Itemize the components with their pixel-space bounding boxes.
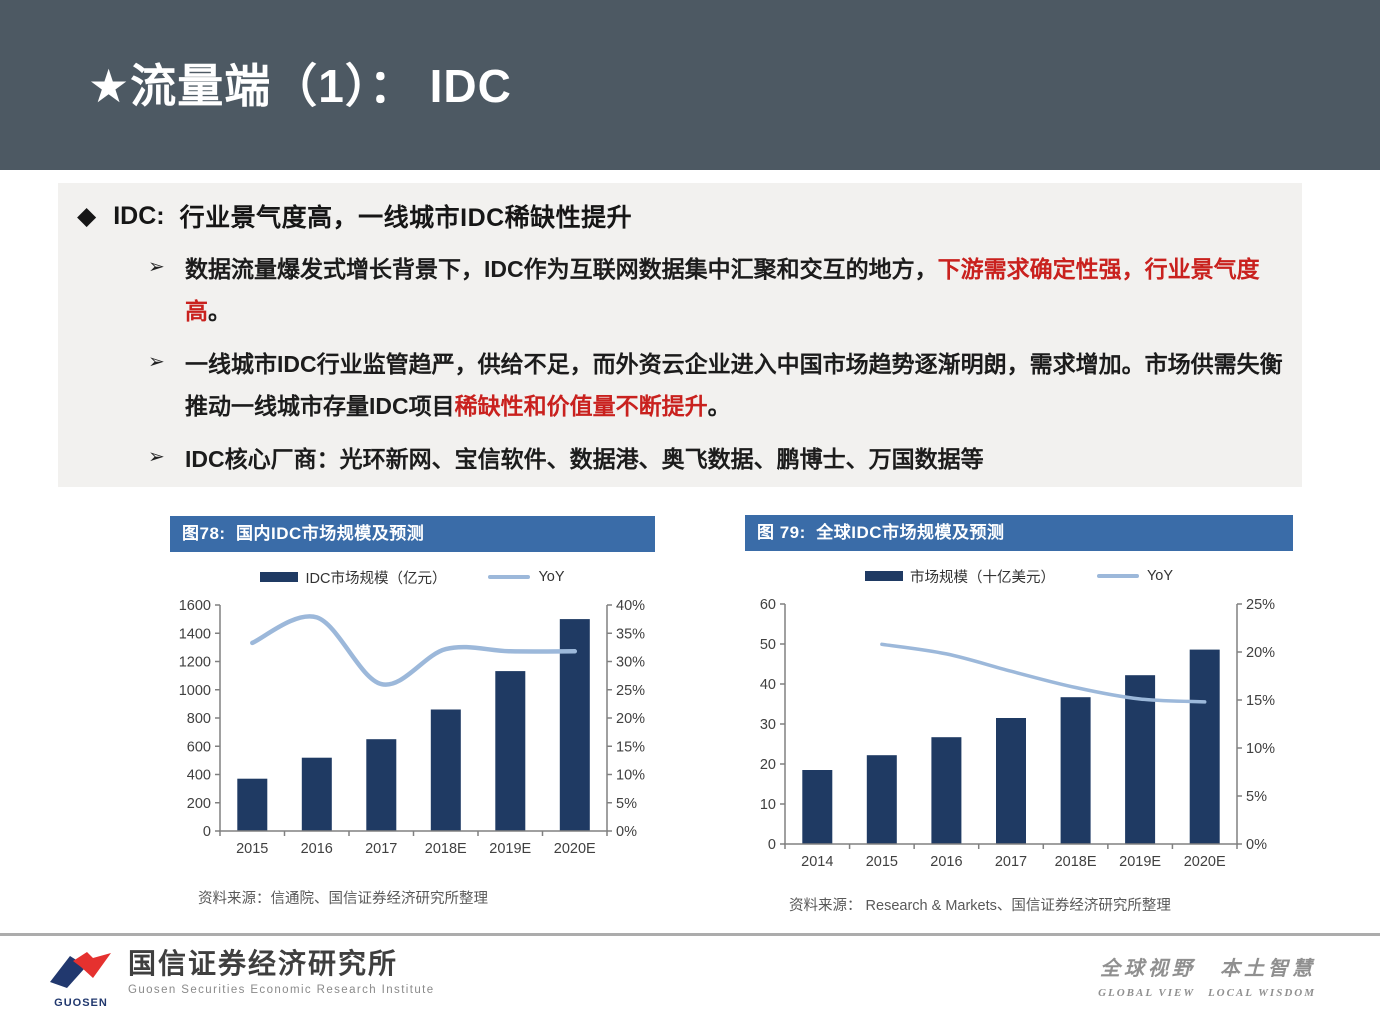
svg-text:200: 200 [187, 796, 211, 812]
logo-blue-shape [50, 956, 84, 988]
svg-text:10%: 10% [616, 768, 645, 784]
bullet-item: ➢ 一线城市IDC行业监管趋严，供给不足，而外资云企业进入中国市场趋势逐渐明朗，… [148, 343, 1302, 427]
heading-prefix: IDC: [113, 201, 165, 230]
legend-line-label: YoY [538, 569, 565, 585]
svg-text:2015: 2015 [866, 854, 898, 870]
svg-text:50: 50 [760, 637, 776, 653]
diamond-bullet-icon: ◆ [77, 201, 97, 230]
svg-text:2019E: 2019E [1119, 854, 1161, 870]
svg-text:0%: 0% [616, 824, 637, 840]
bar-swatch-icon [864, 571, 903, 581]
logo-red-shape [73, 952, 111, 978]
section-heading: ◆ IDC: 行业景气度高，一线城市IDC稀缺性提升 [58, 183, 1302, 234]
chart-card-domestic-idc: 图78: 国内IDC市场规模及预测 IDC市场规模（亿元） YoY 0 200 40… [170, 516, 655, 908]
legend-line-item: YoY [446, 569, 565, 585]
chart-card-global-idc: 图 79: 全球IDC市场规模及预测 市场规模（十亿美元） YoY 0 10 20 3… [745, 515, 1293, 915]
svg-text:1600: 1600 [179, 598, 211, 614]
bullet-item: ➢ IDC核心厂商：光环新网、宝信软件、数据港、奥飞数据、鹏博士、万国数据等 [148, 438, 1302, 480]
svg-text:40: 40 [760, 677, 776, 693]
bullet-list: ➢ 数据流量爆发式增长背景下，IDC作为互联网数据集中汇聚和交互的地方，下游需求… [148, 248, 1302, 480]
svg-text:20%: 20% [1246, 645, 1275, 661]
svg-text:60: 60 [760, 597, 776, 613]
legend-bar-label: 市场规模（十亿美元） [909, 569, 1055, 586]
svg-text:0: 0 [768, 837, 776, 853]
svg-text:15%: 15% [1246, 693, 1275, 709]
svg-text:0: 0 [203, 824, 211, 840]
svg-text:2017: 2017 [365, 841, 397, 857]
svg-text:10%: 10% [1246, 741, 1275, 757]
svg-text:30: 30 [760, 717, 776, 733]
svg-text:2017: 2017 [995, 854, 1027, 870]
chart-legend: 市场规模（十亿美元） YoY [745, 566, 1293, 586]
chart-title: 图78: 国内IDC市场规模及预测 [170, 516, 655, 552]
svg-text:15%: 15% [616, 739, 645, 755]
svg-text:25%: 25% [1246, 597, 1275, 613]
svg-text:2019E: 2019E [489, 841, 531, 857]
chart-legend: IDC市场规模（亿元） YoY [170, 567, 655, 587]
svg-text:5%: 5% [1246, 789, 1267, 805]
svg-text:2020E: 2020E [554, 841, 596, 857]
legend-bar-item: IDC市场规模（亿元） [260, 567, 446, 588]
legend-bar-label: IDC市场规模（亿元） [305, 570, 447, 587]
bullet-2-line-2: 推动一线城市存量IDC项目稀缺性和价值量不断提升。 [185, 393, 731, 419]
svg-text:400: 400 [187, 768, 211, 784]
svg-text:20%: 20% [616, 711, 645, 727]
arrow-bullet-icon: ➢ [148, 256, 165, 278]
svg-text:2018E: 2018E [425, 841, 467, 857]
svg-text:1400: 1400 [179, 626, 211, 642]
footer-brand: GUOSEN 国信证券经济研究所 Guosen Securities Econo… [48, 948, 435, 1009]
svg-text:1200: 1200 [179, 655, 211, 671]
slide-title: ★流量端（1）： IDC [88, 60, 512, 112]
chart-source: 资料来源： Research & Markets、国信证券经济研究所整理 [789, 898, 1171, 914]
company-name-en: Guosen Securities Economic Research Inst… [128, 983, 435, 996]
svg-text:800: 800 [187, 711, 211, 727]
svg-text:20: 20 [760, 757, 776, 773]
legend-bar-item: 市场规模（十亿美元） [864, 566, 1055, 587]
svg-text:2015: 2015 [236, 841, 268, 857]
heading-text: 行业景气度高，一线城市IDC稀缺性提升 [179, 204, 633, 232]
bullet-2-line-1: 一线城市IDC行业监管趋严，供给不足，而外资云企业进入中国市场趋势逐渐明朗，需求… [185, 351, 1283, 377]
svg-text:2020E: 2020E [1184, 854, 1226, 870]
chart-source: 资料来源：信通院、国信证券经济研究所整理 [198, 891, 488, 907]
svg-text:2018E: 2018E [1055, 854, 1097, 870]
footer-divider [0, 933, 1380, 936]
svg-text:2014: 2014 [801, 854, 833, 870]
legend-line-label: YoY [1146, 568, 1174, 584]
company-name-cn: 国信证券经济研究所 [128, 949, 399, 980]
motto-cn: 全球视野 本土智慧 [1100, 958, 1316, 980]
arrow-bullet-icon: ➢ [148, 351, 165, 373]
bullet-3-line-1: IDC核心厂商：光环新网、宝信软件、数据港、奥飞数据、鹏博士、万国数据等 [185, 446, 984, 472]
line-swatch-icon [488, 575, 531, 579]
svg-text:600: 600 [187, 739, 211, 755]
svg-text:40%: 40% [616, 598, 645, 614]
motto-en: GLOBAL VIEW LOCAL WISDOM [1098, 987, 1316, 999]
svg-text:2016: 2016 [930, 854, 962, 870]
chart-title: 图 79: 全球IDC市场规模及预测 [745, 515, 1293, 551]
svg-text:30%: 30% [616, 655, 645, 671]
bullet-1-line-2: 高。 [185, 298, 231, 324]
arrow-bullet-icon: ➢ [148, 446, 165, 468]
guosen-logo-icon [50, 952, 111, 988]
bullet-item: ➢ 数据流量爆发式增长背景下，IDC作为互联网数据集中汇聚和交互的地方，下游需求… [148, 248, 1302, 332]
chart-canvas-global: 0 10 20 30 40 50 60 0% 5% 10% 15% 20% 25% 2014 2015 201… [760, 597, 1275, 870]
footer-motto: 全球视野 本土智慧 GLOBAL VIEW LOCAL WISDOM [1098, 952, 1316, 1000]
svg-text:35%: 35% [616, 626, 645, 642]
svg-text:10: 10 [760, 797, 776, 813]
legend-line-item: YoY [1055, 568, 1173, 584]
svg-text:5%: 5% [616, 796, 637, 812]
svg-text:1000: 1000 [179, 683, 211, 699]
key-points-panel: ◆ IDC: 行业景气度高，一线城市IDC稀缺性提升 ➢ 数据流量爆发式增长背景… [58, 183, 1302, 487]
bullet-1-line-1: 数据流量爆发式增长背景下，IDC作为互联网数据集中汇聚和交互的地方，下游需求确定… [185, 256, 1260, 282]
line-swatch-icon [1096, 574, 1139, 578]
bar-swatch-icon [260, 572, 299, 582]
logo-wordmark: GUOSEN [54, 997, 108, 1009]
chart-canvas-domestic: 0 200 400 600 800 1000 1200 1400 1600 0% 5% 10% 15% 2… [179, 598, 645, 857]
svg-text:2016: 2016 [301, 841, 333, 857]
svg-text:0%: 0% [1246, 837, 1267, 853]
slide-header: ★流量端（1）： IDC [0, 0, 1380, 170]
svg-text:25%: 25% [616, 683, 645, 699]
